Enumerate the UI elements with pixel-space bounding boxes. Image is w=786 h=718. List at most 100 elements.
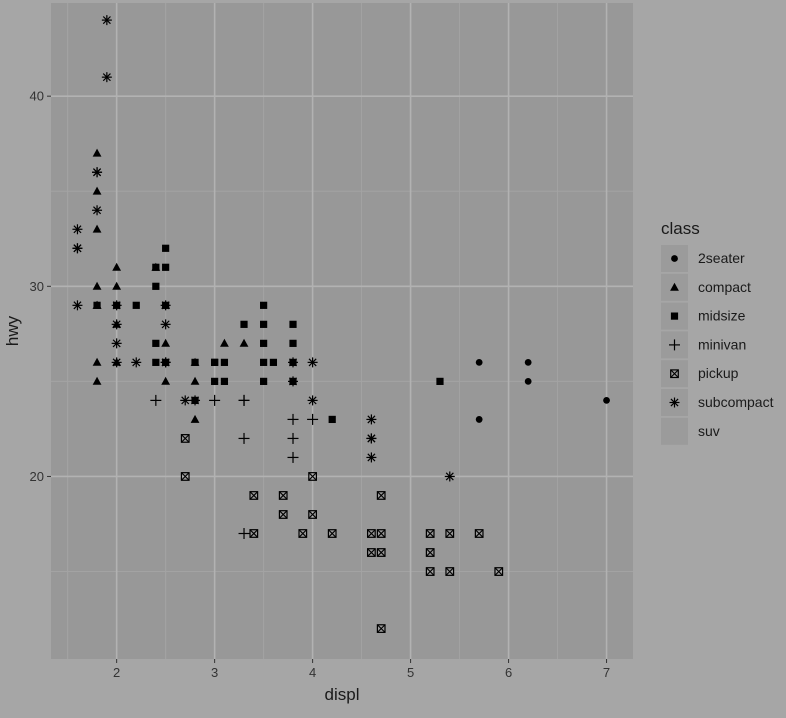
data-point-compact [190, 376, 200, 385]
data-point-pickup [376, 624, 386, 633]
data-point-subcompact [160, 300, 171, 311]
data-point-midsize [260, 339, 268, 347]
legend-key-suv [661, 417, 688, 445]
legend-symbol-2seater [671, 255, 678, 262]
y-tick-label: 20 [30, 469, 44, 484]
data-point-subcompact [288, 376, 299, 387]
data-point-compact [92, 376, 102, 385]
legend-symbol-pickup [670, 369, 679, 379]
data-point-subcompact [92, 167, 103, 178]
data-point-pickup [180, 472, 190, 481]
data-point-minivan [150, 394, 162, 406]
data-point-midsize [289, 320, 297, 328]
data-point-subcompact [366, 414, 377, 425]
x-tick-label: 3 [211, 665, 218, 680]
x-tick-label: 6 [505, 665, 512, 680]
data-point-compact [92, 148, 102, 157]
data-point-midsize [162, 244, 170, 252]
data-point-subcompact [101, 72, 112, 83]
data-point-subcompact [160, 319, 171, 330]
data-point-pickup [298, 529, 308, 538]
data-point-midsize [132, 301, 140, 309]
data-point-subcompact [111, 338, 122, 349]
legend-label-suv: suv [698, 423, 720, 439]
data-points [72, 15, 610, 633]
legend-label-minivan: minivan [698, 336, 746, 352]
data-point-midsize [152, 339, 160, 347]
data-point-pickup [249, 529, 259, 538]
data-point-subcompact [92, 205, 103, 216]
data-point-pickup [278, 510, 288, 519]
legend-label-2seater: 2seater [698, 250, 745, 266]
data-point-pickup [376, 491, 386, 500]
data-point-midsize [240, 320, 248, 328]
legend-symbol-minivan [669, 339, 680, 351]
data-point-subcompact [444, 471, 455, 482]
data-point-subcompact [160, 357, 171, 368]
data-point-subcompact [366, 452, 377, 463]
data-point-subcompact [111, 357, 122, 368]
legend-title: class [661, 219, 700, 238]
data-point-midsize [211, 377, 219, 385]
y-tick-label: 40 [30, 89, 44, 104]
data-point-compact [161, 376, 171, 385]
data-point-pickup [366, 548, 376, 557]
data-point-midsize [436, 377, 444, 385]
data-point-subcompact [190, 395, 201, 406]
data-point-midsize [328, 415, 336, 424]
legend-symbol-midsize [670, 312, 679, 320]
data-point-compact [220, 338, 229, 347]
data-point-compact [112, 262, 122, 271]
data-point-pickup [327, 529, 337, 538]
data-point-pickup [376, 548, 386, 557]
data-point-pickup [445, 529, 455, 538]
data-point-pickup [308, 510, 318, 519]
plot-panel [51, 3, 633, 659]
y-axis-title: hwy [3, 315, 22, 346]
data-point-midsize [152, 263, 160, 271]
data-point-subcompact [366, 433, 377, 444]
data-point-compact [92, 186, 102, 195]
data-point-compact [161, 338, 171, 347]
data-point-midsize [260, 301, 268, 309]
legend-label-midsize: midsize [698, 308, 746, 324]
data-point-subcompact [72, 224, 83, 235]
data-point-midsize [220, 377, 229, 385]
data-point-compact [92, 281, 102, 290]
data-point-pickup [278, 491, 288, 500]
data-point-midsize [93, 301, 101, 309]
data-point-midsize [162, 263, 170, 271]
data-point-pickup [445, 567, 455, 576]
x-axis-title: displ [325, 685, 360, 704]
data-point-2seater [475, 416, 483, 423]
data-point-pickup [474, 529, 484, 538]
data-point-compact [92, 357, 102, 366]
data-point-subcompact [131, 357, 142, 368]
data-point-pickup [249, 491, 259, 500]
data-point-minivan [238, 528, 250, 540]
data-point-minivan [238, 432, 250, 444]
data-point-midsize [220, 358, 229, 366]
data-point-pickup [180, 434, 190, 443]
data-point-subcompact [307, 357, 318, 368]
data-point-midsize [152, 358, 160, 366]
legend: 2seater compact midsize minivan pickup subcom… [661, 245, 774, 445]
data-point-subcompact [72, 300, 83, 311]
data-point-compact [239, 338, 249, 347]
legend-symbol-compact [670, 282, 679, 291]
data-point-minivan [287, 451, 299, 463]
data-point-midsize [152, 282, 160, 290]
data-point-pickup [425, 548, 435, 557]
grid [51, 3, 633, 659]
axes: 2 3 4 5 6 7 20 30 40 [30, 89, 611, 680]
data-point-midsize [289, 339, 297, 347]
data-point-minivan [287, 413, 299, 425]
data-point-minivan [238, 394, 250, 406]
x-tick-label: 7 [603, 665, 610, 680]
data-point-subcompact [72, 243, 83, 254]
x-tick-label: 5 [407, 665, 414, 680]
legend-label-pickup: pickup [698, 365, 739, 381]
x-tick-label: 2 [113, 665, 120, 680]
data-point-midsize [260, 320, 268, 328]
